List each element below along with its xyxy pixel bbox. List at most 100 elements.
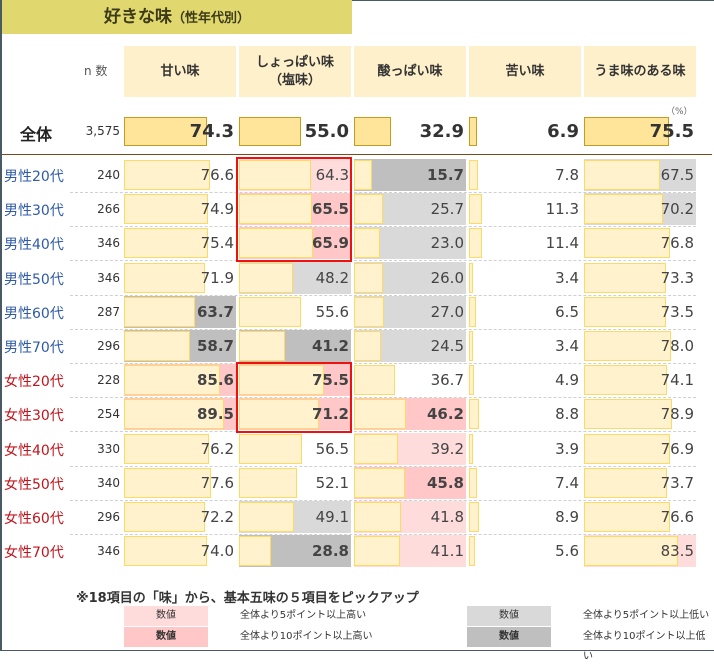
row-divider [70, 192, 696, 193]
value-text: 65.5 [311, 200, 349, 218]
value-cell: 48.2 [239, 262, 351, 294]
table-row: 男性40代 346 75.4 65.9 23.0 11.4 76.8 [0, 226, 712, 260]
column-header: しょっぱい味 （塩味） [239, 46, 351, 97]
value-text: 6.9 [547, 121, 579, 142]
value-cell: 46.2 [354, 398, 466, 430]
row-n: 296 [97, 339, 120, 353]
row-n: 254 [97, 407, 120, 421]
value-bar [239, 365, 324, 395]
table-row: 女性60代 296 72.2 49.1 41.8 8.9 76.6 [0, 500, 712, 534]
value-text: 71.2 [311, 405, 349, 423]
value-bar [584, 399, 672, 429]
value-text: 64.3 [315, 166, 349, 184]
value-cell: 85.6 [124, 364, 236, 396]
value-bar [239, 117, 301, 146]
value-bar [239, 468, 297, 498]
row-n: 296 [97, 510, 120, 524]
value-bar [124, 331, 190, 361]
value-text: 71.9 [200, 269, 234, 287]
value-bar [584, 117, 669, 146]
legend-swatch: 数値 [124, 627, 208, 647]
value-bar [469, 434, 473, 464]
row-n: 340 [97, 476, 120, 490]
value-cell: 64.3 [239, 159, 351, 191]
row-label: 男性50代 [4, 272, 64, 288]
value-cell: 74.1 [584, 364, 696, 396]
footnote: ※18項目の「味」から、基本五味の５項目をピックアップ [76, 591, 419, 606]
value-cell: 75.5 [239, 364, 351, 396]
value-text: 23.0 [430, 234, 464, 252]
table-row: 男性70代 296 58.7 41.2 24.5 3.4 78.0 [0, 329, 712, 363]
value-cell: 83.5 [584, 535, 696, 567]
value-bar [124, 194, 208, 224]
value-text: 6.5 [555, 303, 579, 321]
value-bar [354, 297, 384, 327]
value-bar [354, 365, 395, 395]
value-text: 8.9 [555, 508, 579, 526]
value-cell: 25.7 [354, 193, 466, 225]
row-n: 346 [97, 236, 120, 250]
value-text: 41.1 [430, 542, 464, 560]
value-cell: 7.8 [469, 159, 581, 191]
value-bar [124, 297, 195, 327]
row-divider [70, 260, 696, 261]
value-bar [584, 160, 660, 190]
value-cell: 55.0 [239, 115, 351, 147]
value-bar [239, 536, 271, 566]
value-cell: 5.6 [469, 535, 581, 567]
value-cell: 36.7 [354, 364, 466, 396]
value-cell: 7.4 [469, 467, 581, 499]
value-text: 25.7 [430, 200, 464, 218]
value-bar [239, 194, 312, 224]
value-cell: 41.2 [239, 330, 351, 362]
value-bar [124, 468, 211, 498]
value-bar [584, 263, 666, 293]
value-text: 55.0 [304, 121, 349, 142]
row-label: 女性70代 [4, 545, 64, 561]
value-text: 76.8 [660, 234, 694, 252]
table-row: 女性70代 346 74.0 28.8 41.1 5.6 83.5 [0, 534, 712, 568]
value-bar [354, 434, 398, 464]
value-cell: 27.0 [354, 296, 466, 328]
value-text: 75.4 [200, 234, 234, 252]
value-text: 7.4 [555, 474, 579, 492]
value-cell: 41.1 [354, 535, 466, 567]
value-cell: 76.2 [124, 433, 236, 465]
value-cell: 72.2 [124, 501, 236, 533]
value-cell: 75.4 [124, 227, 236, 259]
n-count-header: n 数 [84, 64, 108, 78]
value-bar [584, 228, 670, 258]
row-divider [70, 534, 696, 535]
table-row: 女性20代 228 85.6 75.5 36.7 4.9 74.1 [0, 363, 712, 397]
value-cell: 23.0 [354, 227, 466, 259]
value-text: 76.6 [200, 166, 234, 184]
value-text: 77.6 [200, 474, 234, 492]
value-text: 74.0 [200, 542, 234, 560]
value-text: 15.7 [426, 166, 464, 184]
value-bar [124, 263, 205, 293]
value-cell: 8.8 [469, 398, 581, 430]
value-text: 89.5 [196, 405, 234, 423]
value-text: 76.6 [660, 508, 694, 526]
value-bar [469, 399, 479, 429]
value-bar [584, 434, 670, 464]
value-text: 76.9 [660, 440, 694, 458]
value-cell: 26.0 [354, 262, 466, 294]
value-cell: 67.5 [584, 159, 696, 191]
value-cell: 24.5 [354, 330, 466, 362]
value-cell: 55.6 [239, 296, 351, 328]
value-cell: 32.9 [354, 115, 466, 147]
value-bar [354, 117, 391, 146]
value-bar [354, 263, 383, 293]
value-bar [584, 365, 667, 395]
row-label: 全体 [20, 125, 53, 144]
row-divider [70, 466, 696, 467]
value-bar [124, 228, 208, 258]
value-text: 46.2 [426, 405, 464, 423]
value-text: 3.4 [555, 337, 579, 355]
value-text: 75.5 [649, 121, 694, 142]
value-bar [239, 434, 302, 464]
title-sub: （性年代別） [171, 11, 250, 26]
value-bar [584, 468, 667, 498]
value-cell: 73.3 [584, 262, 696, 294]
